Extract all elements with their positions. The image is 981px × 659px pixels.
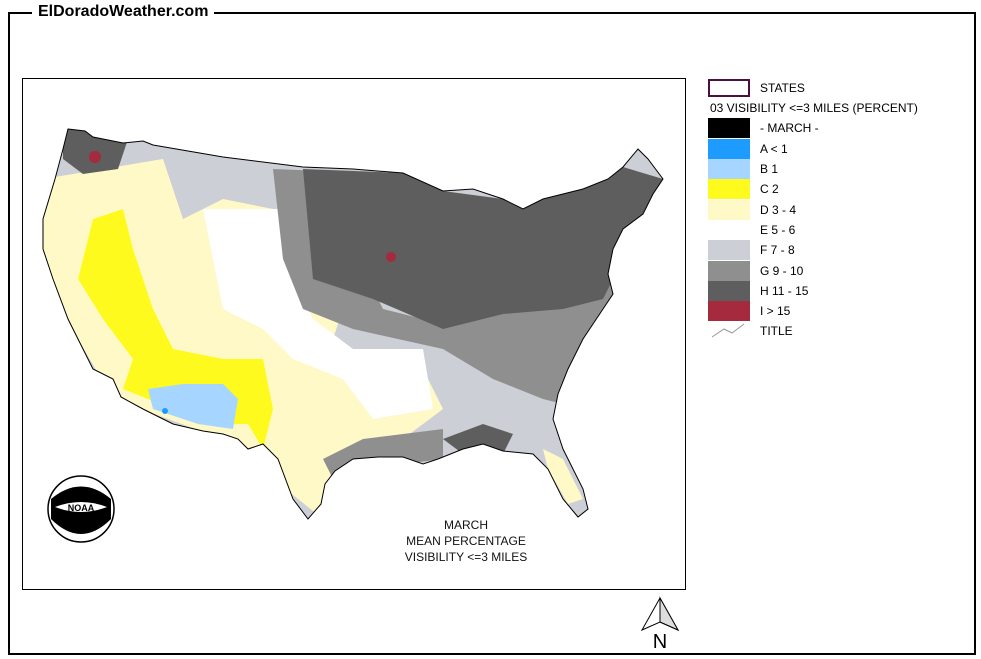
legend-swatch bbox=[708, 301, 750, 322]
legend-item: I > 15 bbox=[708, 301, 918, 322]
region-h-gulf bbox=[443, 424, 513, 454]
legend-swatch bbox=[708, 240, 750, 261]
legend-label: STATES bbox=[760, 81, 805, 96]
legend-label: G 9 - 10 bbox=[760, 263, 804, 278]
legend-label: TITLE bbox=[760, 324, 793, 339]
legend-label: I > 15 bbox=[760, 304, 791, 319]
legend-item: - MARCH - bbox=[708, 118, 918, 139]
legend-label: C 2 bbox=[760, 182, 779, 197]
legend-item: G 9 - 10 bbox=[708, 260, 918, 281]
caption-line: MARCH bbox=[444, 518, 488, 532]
caption-line: VISIBILITY <=3 MILES bbox=[404, 550, 528, 564]
region-d bbox=[43, 159, 443, 519]
legend-label: B 1 bbox=[760, 162, 779, 177]
noaa-logo: NOAA bbox=[47, 475, 115, 543]
us-visibility-map: NOAA bbox=[42, 128, 664, 543]
legend-swatch bbox=[708, 219, 750, 240]
legend-item: F 7 - 8 bbox=[708, 240, 918, 261]
legend-label: D 3 - 4 bbox=[760, 202, 797, 217]
map-caption: MARCH MEAN PERCENTAGE VISIBILITY <=3 MIL… bbox=[361, 517, 571, 565]
region-d-florida bbox=[543, 449, 583, 504]
north-arrow-icon: N bbox=[640, 596, 680, 653]
legend-swatch bbox=[708, 138, 750, 159]
north-arrow: N bbox=[638, 596, 686, 657]
region-h bbox=[303, 167, 663, 329]
legend-item: B 1 bbox=[708, 159, 918, 180]
legend-label: A < 1 bbox=[760, 141, 788, 156]
states-swatch bbox=[708, 79, 750, 98]
svg-text:NOAA: NOAA bbox=[68, 503, 95, 513]
legend-item: D 3 - 4 bbox=[708, 199, 918, 220]
region-a bbox=[162, 408, 168, 414]
legend-swatch bbox=[708, 118, 750, 139]
legend-item: C 2 bbox=[708, 179, 918, 200]
legend-label: H 11 - 15 bbox=[760, 283, 809, 298]
legend-swatch bbox=[708, 179, 750, 200]
legend-label: E 5 - 6 bbox=[760, 222, 796, 237]
region-i bbox=[89, 151, 101, 163]
legend-swatch bbox=[708, 159, 750, 180]
legend-label: - MARCH - bbox=[760, 121, 819, 136]
legend-item: A < 1 bbox=[708, 138, 918, 159]
map-panel: NOAA MARCH MEAN PERCENTAGE VISIBILITY <=… bbox=[22, 78, 686, 590]
legend-swatch bbox=[708, 260, 750, 281]
legend: STATES 03 VISIBILITY <=3 MILES (PERCENT)… bbox=[708, 78, 918, 342]
caption-line: MEAN PERCENTAGE bbox=[406, 534, 526, 548]
site-title: ElDoradoWeather.com bbox=[32, 3, 215, 21]
outer-frame bbox=[8, 12, 976, 655]
line-icon bbox=[711, 324, 745, 338]
legend-label: F 7 - 8 bbox=[760, 243, 795, 258]
legend-item: H 11 - 15 bbox=[708, 280, 918, 301]
region-i bbox=[386, 252, 396, 262]
region-e bbox=[203, 209, 433, 419]
legend-title: 03 VISIBILITY <=3 MILES (PERCENT) bbox=[710, 101, 918, 116]
legend-states: STATES bbox=[708, 78, 918, 98]
legend-swatch bbox=[708, 199, 750, 220]
svg-text:N: N bbox=[653, 631, 667, 652]
legend-swatch bbox=[708, 280, 750, 301]
legend-title-line: TITLE bbox=[708, 321, 918, 341]
legend-item: E 5 - 6 bbox=[708, 219, 918, 240]
region-b bbox=[148, 384, 238, 429]
